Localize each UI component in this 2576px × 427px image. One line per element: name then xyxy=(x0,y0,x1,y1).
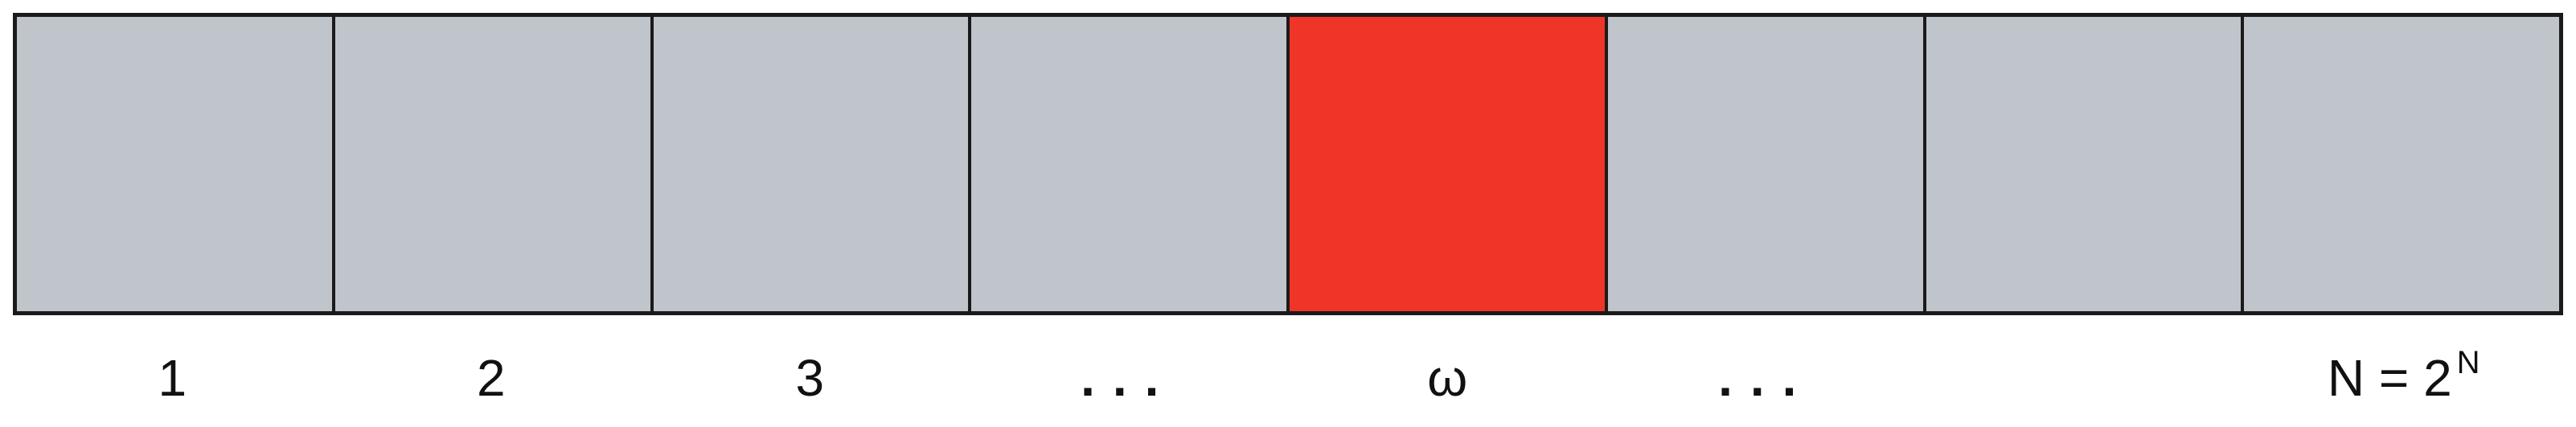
cell-label-ellipsis-2: ... xyxy=(1718,349,1815,407)
cell-label-last-base: N = 2 xyxy=(2327,349,2452,407)
array-cell-ellipsis-1 xyxy=(971,17,1290,311)
cell-label-empty xyxy=(1926,346,2245,410)
cell-label-1: 1 xyxy=(158,349,187,407)
cell-label-last-exponent: N xyxy=(2456,345,2480,380)
array-cell-7 xyxy=(1926,17,2245,311)
array-cell-ellipsis-2 xyxy=(1607,17,1926,311)
array-cell-3 xyxy=(653,17,972,311)
array-cell-1 xyxy=(17,17,335,311)
cell-label-3: 3 xyxy=(795,349,825,407)
cell-label-2: 2 xyxy=(476,349,506,407)
array-cell-last xyxy=(2244,17,2559,311)
cell-label-ellipsis-1: ... xyxy=(1081,349,1177,407)
cell-label-omega: ω xyxy=(1427,349,1468,407)
item-array xyxy=(13,13,2563,315)
array-cell-2 xyxy=(334,17,654,311)
marked-cell-omega xyxy=(1290,17,1608,311)
